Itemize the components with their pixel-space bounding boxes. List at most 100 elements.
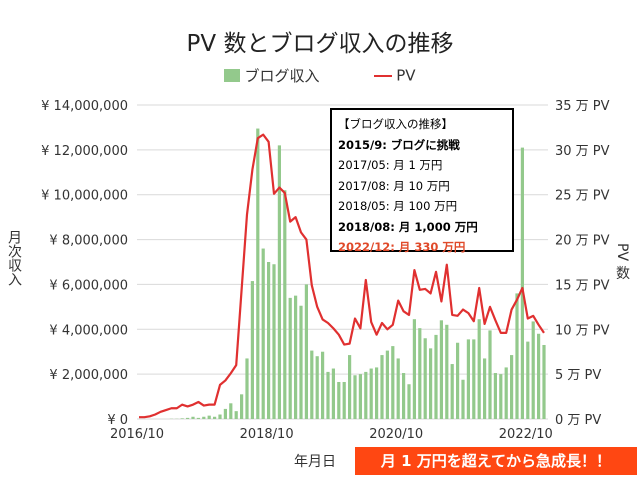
y2-tick-label: 5 万 PV xyxy=(555,368,601,383)
income-bar xyxy=(348,355,352,419)
income-bar xyxy=(402,373,406,419)
income-bar xyxy=(434,334,438,419)
income-bar xyxy=(245,358,249,419)
callout-banner: 月 1 万円を超えてから急成長！！ xyxy=(355,447,637,475)
income-bar xyxy=(358,374,362,419)
income-bar xyxy=(277,145,281,419)
income-bar xyxy=(234,411,238,419)
income-bar xyxy=(272,264,276,419)
income-bar xyxy=(418,328,422,419)
y-tick-label: ¥ 6,000,000 xyxy=(49,278,128,293)
y2-tick-label: 20 万 PV xyxy=(555,234,610,249)
income-bar xyxy=(407,384,411,419)
income-bar xyxy=(229,403,233,419)
income-bar xyxy=(267,262,271,419)
x-tick-label: 2022/10 xyxy=(499,427,553,442)
income-bar xyxy=(385,350,389,419)
income-bar xyxy=(499,374,503,419)
legend-swatch-income xyxy=(224,69,241,82)
income-bar xyxy=(466,339,470,419)
income-bar xyxy=(445,324,449,419)
income-bar xyxy=(213,416,217,419)
income-bar xyxy=(353,375,357,419)
income-bar xyxy=(396,358,400,419)
income-bar xyxy=(261,248,265,419)
income-bar xyxy=(391,346,395,419)
income-bar xyxy=(510,355,514,419)
income-bar xyxy=(456,342,460,419)
income-bar xyxy=(439,320,443,419)
annotation-box: 【ブログ収入の推移】 2015/9: ブログに挑戦 2017/05: 月 1 万… xyxy=(330,108,514,254)
income-bar xyxy=(283,190,287,419)
y2-axis-label: PV 数 xyxy=(614,243,630,280)
income-bar xyxy=(196,417,200,419)
y2-tick-label: 0 万 PV xyxy=(555,413,601,428)
income-bar xyxy=(321,351,325,419)
income-bar xyxy=(315,356,319,419)
x-tick-label: 2016/10 xyxy=(110,427,164,442)
income-bar xyxy=(364,371,368,419)
income-bar xyxy=(180,418,184,419)
income-bar xyxy=(294,295,298,419)
annotation-line: 2018/05: 月 100 万円 xyxy=(338,199,458,213)
y2-tick-label: 30 万 PV xyxy=(555,144,610,159)
legend: ブログ収入 PV xyxy=(0,65,640,86)
income-bar xyxy=(531,321,535,419)
legend-income: ブログ収入 xyxy=(244,67,320,85)
y-axis-label: 月次収入 xyxy=(6,230,22,286)
annotation-line: 2018/08: 月 1,000 万円 xyxy=(338,219,478,234)
income-bar xyxy=(331,368,335,419)
annotation-line: 2015/9: ブログに挑戦 xyxy=(338,137,460,152)
x-tick-label: 2018/10 xyxy=(240,427,294,442)
annotation-line: 2017/05: 月 1 万円 xyxy=(338,158,443,172)
income-bar xyxy=(504,367,508,419)
y-tick-label: ¥ 12,000,000 xyxy=(41,144,128,159)
y2-tick-label: 15 万 PV xyxy=(555,278,610,293)
annotation-line-highlight: 2022/12: 月 330 万円 xyxy=(338,240,466,254)
y-tick-label: ¥ 14,000,000 xyxy=(41,99,128,114)
legend-swatch-pv xyxy=(374,74,393,77)
x-axis-label: 年月日 xyxy=(294,454,336,470)
income-bar xyxy=(461,379,465,419)
pv-line xyxy=(139,133,545,419)
income-bar xyxy=(488,330,492,419)
income-bar xyxy=(450,364,454,419)
income-bar xyxy=(288,297,292,419)
income-bar xyxy=(380,355,384,419)
income-bar xyxy=(493,373,497,419)
income-bar xyxy=(369,368,373,419)
legend-pv: PV xyxy=(396,66,416,85)
income-bar xyxy=(375,367,379,419)
x-tick-label: 2020/10 xyxy=(369,427,423,442)
y-tick-label: ¥ 2,000,000 xyxy=(49,368,128,383)
income-bar xyxy=(326,371,330,419)
income-bar xyxy=(310,350,314,419)
income-bar xyxy=(256,128,260,420)
income-bar xyxy=(477,319,481,419)
income-bar xyxy=(191,416,195,419)
income-bar xyxy=(202,416,206,419)
y2-tick-label: 10 万 PV xyxy=(555,323,610,338)
income-bar xyxy=(520,147,524,419)
income-bar xyxy=(542,344,546,419)
income-bar xyxy=(515,293,519,419)
y-tick-label: ¥ 10,000,000 xyxy=(41,189,128,204)
y-tick-label: ¥ 8,000,000 xyxy=(49,234,128,249)
income-bar xyxy=(342,381,346,419)
income-bar xyxy=(472,339,476,419)
income-bar xyxy=(207,415,211,419)
income-bar xyxy=(304,284,308,419)
income-bar xyxy=(537,333,541,419)
annotation-line: 2017/08: 月 10 万円 xyxy=(338,178,450,193)
y-tick-label: ¥ 4,000,000 xyxy=(49,323,128,338)
y2-tick-label: 35 万 PV xyxy=(555,99,610,114)
income-bar xyxy=(218,414,222,419)
income-bar xyxy=(483,358,487,419)
income-bar xyxy=(337,381,341,419)
income-bar xyxy=(186,417,190,419)
income-bar xyxy=(250,281,254,419)
income-bar xyxy=(423,338,427,419)
annotation-heading: 【ブログ収入の推移】 xyxy=(338,117,453,131)
chart-title: PV 数とブログ収入の推移 xyxy=(186,31,454,57)
